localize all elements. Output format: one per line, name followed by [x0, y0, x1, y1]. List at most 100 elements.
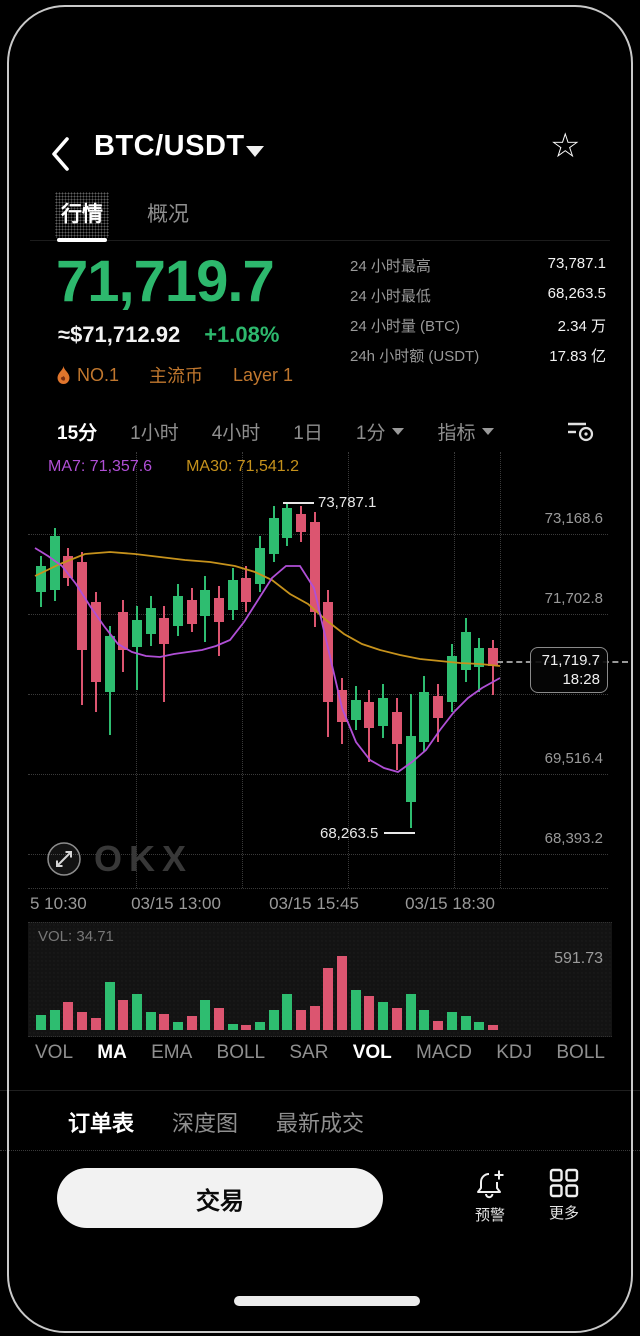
timeframe-label: 15分 — [57, 423, 98, 444]
timeframe-label: 1日 — [293, 423, 323, 444]
candle-body — [91, 602, 101, 682]
candle-wick — [54, 528, 56, 601]
indicator-vol-0[interactable]: VOL — [35, 1042, 74, 1063]
indicator-boll-8[interactable]: BOLL — [556, 1042, 605, 1063]
candle-wick — [410, 694, 412, 828]
candle-body — [461, 632, 471, 670]
tab-深度图[interactable]: 深度图 — [172, 1111, 239, 1136]
candle-body — [132, 620, 142, 647]
timeframe-4小时[interactable]: 4小时 — [212, 418, 261, 445]
back-button[interactable] — [50, 136, 76, 171]
candle-body — [351, 700, 361, 720]
alert-button[interactable]: 预警 — [462, 1168, 518, 1225]
candle-body — [269, 518, 279, 554]
timeframe-bar: 15分 1小时 4小时 1日 1分 指标 — [57, 418, 495, 445]
indicator-kdj-7[interactable]: KDJ — [496, 1042, 533, 1063]
gridline-vertical — [348, 452, 349, 888]
expand-chart-button[interactable] — [46, 841, 82, 877]
candle-wick — [95, 592, 97, 712]
favorite-button[interactable]: ☆ — [550, 127, 581, 165]
timeframe-15分[interactable]: 15分 — [57, 418, 97, 445]
more-label: 更多 — [548, 1205, 579, 1222]
candle-body — [392, 712, 402, 744]
stat-label: 24 小时量 (BTC) — [350, 318, 461, 335]
candle-body — [378, 698, 388, 726]
candle-wick — [81, 552, 83, 705]
low-annotation-line — [384, 832, 415, 834]
grid-icon — [549, 1168, 579, 1198]
high-annotation-line — [283, 502, 314, 504]
candle-body — [214, 598, 224, 622]
timeframe-1分[interactable]: 1分 — [356, 418, 405, 445]
indicator-ma-1[interactable]: MA — [97, 1042, 127, 1063]
volume-panel[interactable] — [28, 922, 612, 1037]
gridline-horizontal — [28, 774, 608, 775]
x-axis-label: 5 10:30 — [30, 894, 87, 913]
candle-body — [419, 692, 429, 742]
candle-wick — [368, 690, 370, 762]
timeframe-1日[interactable]: 1日 — [293, 418, 323, 445]
candle-body — [323, 602, 333, 702]
candle-wick — [204, 576, 206, 642]
indicator-ema-2[interactable]: EMA — [151, 1042, 193, 1063]
candle-body — [474, 648, 484, 667]
candle-wick — [396, 698, 398, 770]
indicator-sar-4[interactable]: SAR — [289, 1042, 329, 1063]
timeframe-label: 1分 — [355, 423, 386, 444]
candle-body — [337, 690, 347, 722]
indicator-tabs: VOL MA EMA BOLL SAR VOL MACD KDJ BOLL — [35, 1042, 605, 1064]
alert-label: 预警 — [474, 1207, 505, 1224]
indicator-macd-6[interactable]: MACD — [416, 1042, 472, 1063]
gridline-vertical — [500, 452, 501, 888]
gridline-vertical — [242, 452, 243, 888]
x-axis-label: 03/15 15:45 — [269, 894, 359, 913]
badge-Layer 1[interactable]: Layer 1 — [233, 365, 293, 386]
nav-tab-概况[interactable]: 概况 — [147, 203, 189, 226]
stat-value: 2.34 万 — [557, 318, 606, 335]
badge-NO.1[interactable]: NO.1 — [56, 365, 119, 386]
indicator-boll-3[interactable]: BOLL — [216, 1042, 266, 1063]
candle-body — [36, 566, 46, 592]
candle-wick — [245, 566, 247, 612]
pair-selector[interactable]: BTC/USDT — [94, 130, 245, 162]
candle-wick — [218, 586, 220, 656]
current-price-tag: 71,719.7 18:28 — [530, 647, 608, 693]
trade-button[interactable]: 交易 — [57, 1168, 383, 1228]
tab-订单表[interactable]: 订单表 — [68, 1111, 135, 1136]
badge-主流币[interactable]: 主流币 — [149, 362, 203, 388]
volume-max-label: 591.73 — [554, 950, 603, 967]
trade-button-label: 交易 — [196, 1187, 244, 1215]
more-button[interactable]: 更多 — [538, 1168, 590, 1223]
tab-最新成交[interactable]: 最新成交 — [276, 1111, 365, 1136]
timeframe-1小时[interactable]: 1小时 — [130, 418, 179, 445]
chevron-down-icon[interactable] — [246, 146, 264, 157]
timeframe-指标[interactable]: 指标 — [437, 418, 495, 445]
candle-body — [488, 648, 498, 666]
candle-body — [241, 578, 251, 602]
gridline-horizontal — [28, 534, 608, 535]
chart-settings-button[interactable] — [566, 418, 596, 444]
candle-body — [447, 656, 457, 702]
nav-tabs: 行情 概况 — [55, 192, 195, 242]
nav-tab-行情[interactable]: 行情 — [55, 192, 109, 242]
timeframe-label: 1小时 — [130, 423, 179, 444]
candle-wick — [122, 600, 124, 672]
gridline-horizontal — [28, 694, 608, 695]
candle-wick — [259, 536, 261, 592]
gridline-vertical — [136, 452, 137, 888]
candle-body — [296, 514, 306, 532]
indicator-vol-5[interactable]: VOL — [352, 1042, 392, 1063]
candle-wick — [451, 644, 453, 712]
y-axis-label: 68,393.2 — [544, 830, 603, 847]
badge-label: Layer 1 — [233, 364, 294, 385]
candle-wick — [437, 684, 439, 742]
volume-label: VOL: 34.71 — [38, 928, 114, 945]
stat-row: 24h 小时额 (USDT) 17.83 亿 — [350, 345, 606, 366]
ma7-line — [34, 547, 501, 773]
chevron-left-icon — [52, 137, 69, 171]
home-indicator[interactable] — [234, 1296, 420, 1306]
stat-value: 73,787.1 — [547, 255, 606, 272]
ma-legend: MA7: 71,357.6 MA30: 71,541.2 — [48, 458, 299, 476]
candle-body — [173, 596, 183, 626]
candle-body — [433, 696, 443, 718]
